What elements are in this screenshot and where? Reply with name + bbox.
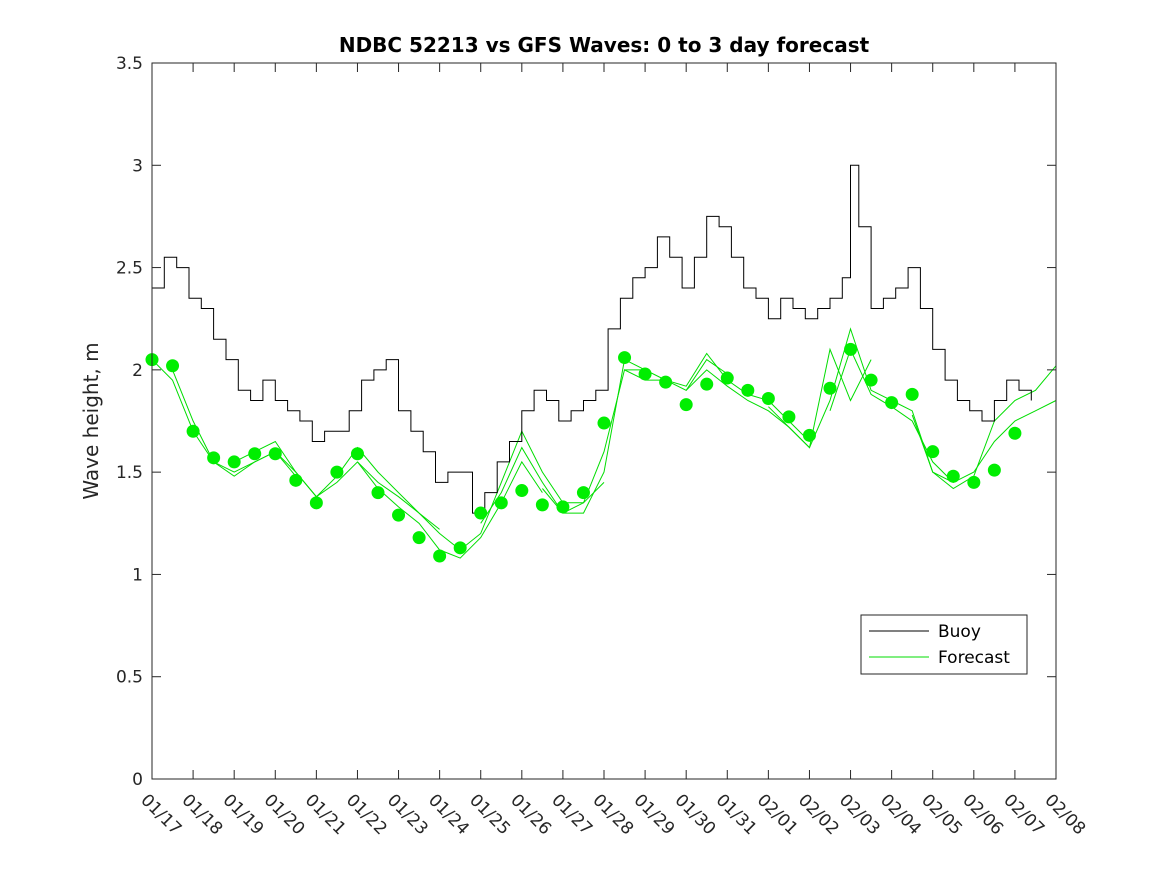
y-axis-label: Wave height, m [79, 342, 103, 499]
analysis-markers [145, 342, 1022, 563]
analysis-point [186, 424, 200, 438]
analysis-point [576, 486, 590, 500]
analysis-point [946, 469, 960, 483]
y-tick-label: 2.5 [116, 259, 143, 279]
analysis-point [618, 351, 632, 365]
buoy-line [152, 164, 1032, 514]
forecast-line [357, 460, 543, 559]
forecast-line [829, 348, 1057, 484]
analysis-point [659, 375, 673, 389]
analysis-point [597, 416, 611, 430]
analysis-point [864, 373, 878, 387]
analysis-point [166, 359, 180, 373]
analysis-point [823, 381, 837, 395]
analysis-point [967, 475, 981, 489]
analysis-point [309, 496, 323, 510]
analysis-point [741, 383, 755, 397]
analysis-point [761, 391, 775, 405]
analysis-point [926, 445, 940, 459]
legend-forecast-label: Forecast [938, 648, 1010, 668]
forecast-line [418, 429, 605, 551]
y-tick-label: 3.5 [116, 54, 143, 74]
y-tick-label: 3 [132, 156, 143, 176]
analysis-point [474, 506, 488, 520]
series-layer [151, 164, 1057, 559]
legend: Buoy Forecast [860, 614, 1028, 675]
analysis-point [433, 549, 447, 563]
legend-box [860, 614, 1028, 675]
analysis-point [494, 496, 508, 510]
analysis-point [248, 447, 262, 461]
analysis-point [844, 342, 858, 356]
analysis-point [782, 410, 796, 424]
analysis-point [720, 371, 734, 385]
analysis-point [1008, 426, 1022, 440]
y-tick-label: 1.5 [116, 463, 143, 483]
analysis-point [802, 428, 816, 442]
analysis-point [371, 486, 385, 500]
analysis-point [679, 398, 693, 412]
y-tick-label: 1 [132, 565, 143, 585]
forecast-line [542, 358, 728, 514]
analysis-point [227, 455, 241, 469]
forecast-line [233, 440, 420, 514]
forecast-line [685, 347, 872, 449]
analysis-point [412, 531, 426, 545]
analysis-point [638, 367, 652, 381]
analysis-point [289, 473, 303, 487]
analysis-point [556, 500, 570, 514]
chart-title: NDBC 52213 vs GFS Waves: 0 to 3 day fore… [339, 33, 870, 57]
y-tick-label: 0 [132, 770, 143, 790]
analysis-point [905, 387, 919, 401]
analysis-point [515, 484, 529, 498]
analysis-point [268, 447, 282, 461]
analysis-point [535, 498, 549, 512]
analysis-point [350, 447, 364, 461]
y-tick-label: 2 [132, 361, 143, 381]
analysis-point [885, 396, 899, 410]
analysis-point [987, 463, 1001, 477]
analysis-point [330, 465, 344, 479]
forecast-line [624, 352, 810, 442]
y-tick-label: 0.5 [116, 668, 143, 688]
analysis-point [392, 508, 406, 522]
analysis-point [453, 541, 467, 555]
analysis-point [700, 377, 714, 391]
legend-buoy-label: Buoy [938, 622, 981, 642]
analysis-point [207, 451, 221, 465]
forecast-line [911, 365, 1057, 490]
